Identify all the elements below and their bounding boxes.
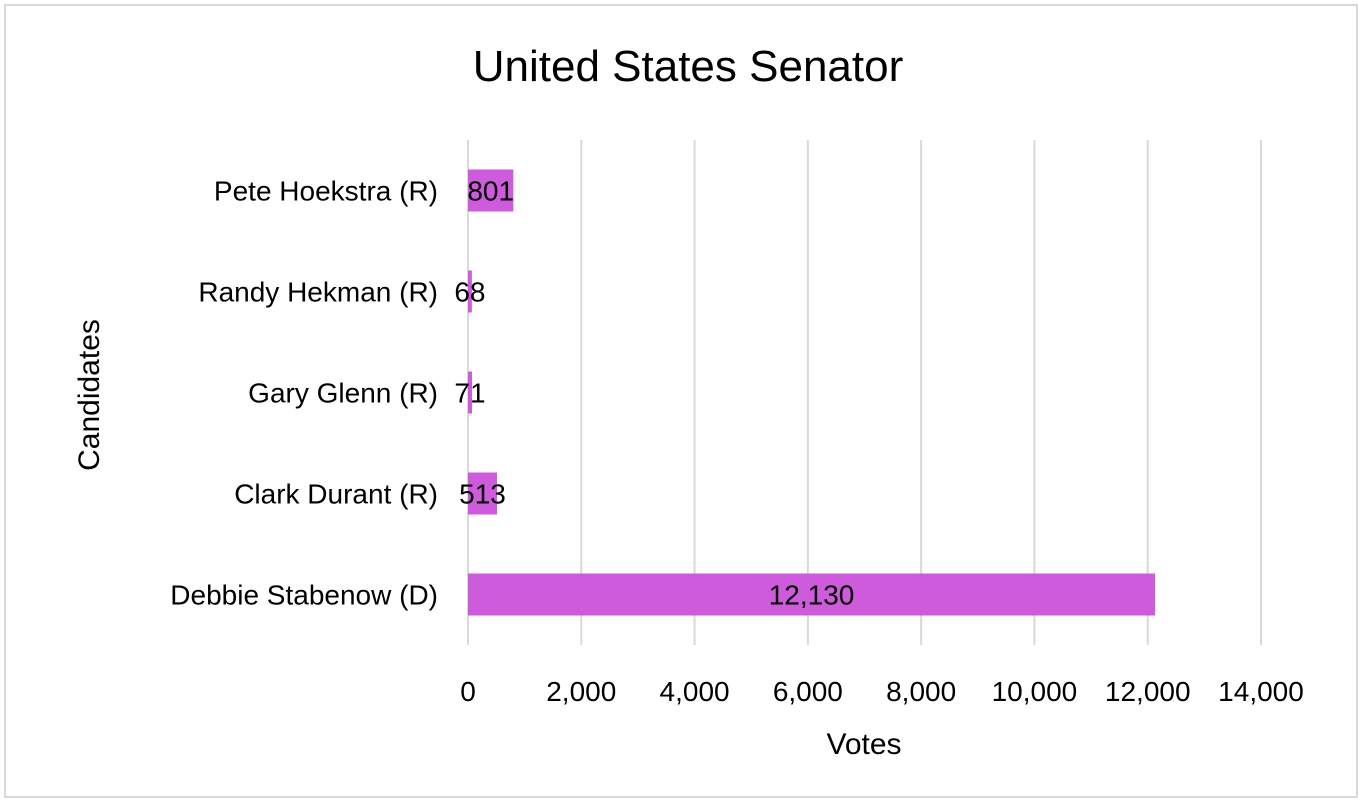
data-label: 12,130 [769,580,855,611]
x-tick-label: 0 [460,676,476,707]
x-tick-label: 14,000 [1218,676,1304,707]
category-labels: Debbie Stabenow (D) Clark Durant (R) Gary … [170,176,438,611]
x-tick-label: 6,000 [773,676,843,707]
category-label: Pete Hoekstra (R) [214,176,438,207]
x-tick-label: 4,000 [660,676,730,707]
bar [468,371,473,414]
bar [468,573,1156,616]
bar [468,472,498,515]
category-label: Gary Glenn (R) [248,378,438,409]
y-axis-title: Candidates [73,319,106,471]
data-labels: 12,130 513 71 68 801 [454,176,854,611]
data-label: 68 [454,277,485,308]
chart-title: United States Senator [473,42,903,91]
data-label: 513 [459,479,506,510]
category-label: Debbie Stabenow (D) [170,580,438,611]
bars [468,169,1156,616]
category-label: Randy Hekman (R) [198,277,438,308]
bar [468,270,472,313]
x-tick-label: 2,000 [546,676,616,707]
data-label: 801 [467,176,514,207]
chart-frame [4,4,1358,798]
data-label: 71 [454,378,485,409]
x-tick-label: 8,000 [886,676,956,707]
x-tick-labels: 0 2,000 4,000 6,000 8,000 10,000 12,000 14,000 [460,676,1304,707]
x-tick-label: 12,000 [1105,676,1191,707]
category-label: Clark Durant (R) [234,479,438,510]
bar [468,169,514,212]
x-tick-label: 10,000 [992,676,1078,707]
gridlines [467,140,1262,645]
x-axis-title: Votes [826,728,901,761]
